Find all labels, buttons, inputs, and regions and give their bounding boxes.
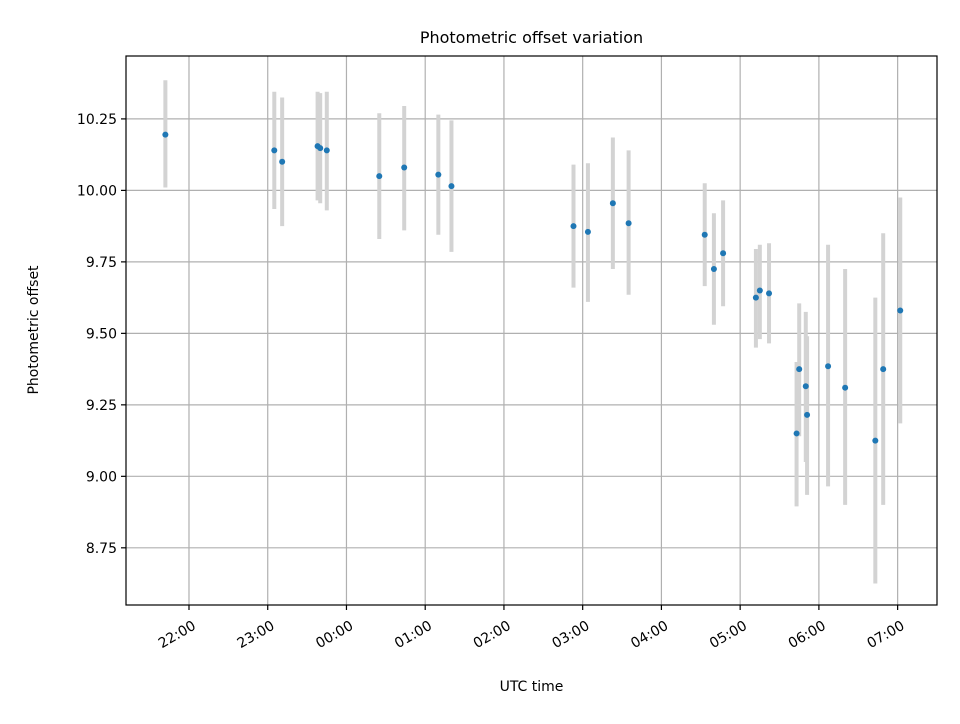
data-point xyxy=(802,383,809,390)
x-tick-label: 06:00 xyxy=(786,618,829,652)
data-points xyxy=(162,131,904,444)
x-tick-label: 22:00 xyxy=(156,618,199,652)
y-tick-label: 8.75 xyxy=(86,541,117,557)
data-point xyxy=(271,147,278,154)
data-point xyxy=(766,290,773,297)
x-tick-label: 07:00 xyxy=(864,618,907,652)
data-point xyxy=(897,307,904,314)
data-point xyxy=(793,430,800,437)
data-point xyxy=(279,158,286,165)
x-tick-label: 04:00 xyxy=(628,618,671,652)
grid xyxy=(126,56,937,605)
data-point xyxy=(710,266,717,273)
plot-frame xyxy=(125,55,938,606)
data-point xyxy=(570,223,577,230)
data-point xyxy=(872,437,879,444)
data-point xyxy=(376,173,383,180)
data-point xyxy=(701,231,708,238)
y-tick-label: 10.00 xyxy=(77,183,117,199)
y-tick-label: 9.50 xyxy=(86,326,117,342)
data-point xyxy=(435,171,442,178)
x-axis-label: UTC time xyxy=(500,679,564,695)
data-point xyxy=(752,294,759,301)
y-tick-label: 9.75 xyxy=(86,255,117,271)
data-point xyxy=(317,145,324,152)
data-point xyxy=(804,411,811,418)
data-point xyxy=(401,164,408,171)
chart-title: Photometric offset variation xyxy=(420,28,643,47)
x-tick-label: 03:00 xyxy=(550,618,593,652)
data-point xyxy=(880,366,887,373)
data-point xyxy=(162,131,169,138)
x-tick-label: 05:00 xyxy=(707,618,750,652)
data-point xyxy=(720,250,727,257)
data-point xyxy=(825,363,832,370)
data-point xyxy=(842,384,849,391)
x-axis-ticks: 22:00 23:00 00:00 01:00 02:00 03:00 04:00 05:00… xyxy=(156,605,907,652)
data-point xyxy=(796,366,803,373)
data-point xyxy=(584,228,591,235)
y-tick-label: 9.00 xyxy=(86,469,117,485)
x-tick-label: 00:00 xyxy=(313,618,356,652)
data-point xyxy=(448,183,455,190)
data-point xyxy=(609,200,616,207)
data-point xyxy=(323,147,330,154)
y-axis-label: Photometric offset xyxy=(26,265,42,395)
y-tick-label: 10.25 xyxy=(77,112,117,128)
data-point xyxy=(756,287,763,294)
x-tick-label: 23:00 xyxy=(235,618,278,652)
data-point xyxy=(625,220,632,227)
y-tick-label: 9.25 xyxy=(86,398,117,414)
y-axis-ticks: 8.75 9.00 9.25 9.50 9.75 10.00 10.25 xyxy=(77,112,126,557)
errorbars xyxy=(163,80,903,584)
x-tick-label: 02:00 xyxy=(471,618,514,652)
x-tick-label: 01:00 xyxy=(392,618,435,652)
